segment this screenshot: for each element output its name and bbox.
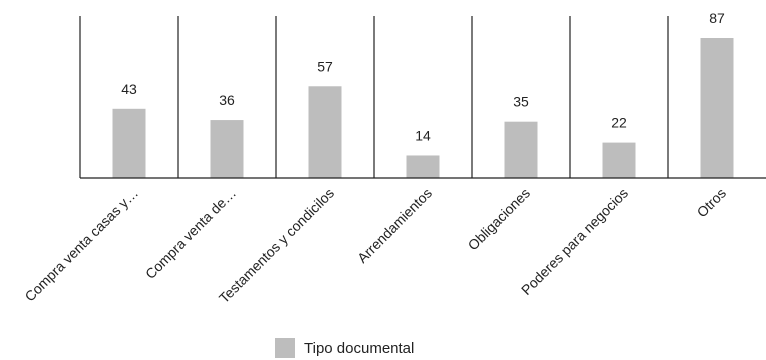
category-label: Obligaciones xyxy=(465,185,534,254)
value-label: 14 xyxy=(415,127,431,143)
value-label: 35 xyxy=(513,94,529,110)
value-label: 87 xyxy=(709,10,725,26)
legend-swatch xyxy=(275,338,295,358)
bar xyxy=(602,142,636,178)
category-separators xyxy=(79,16,669,178)
value-labels: 43 36 57 14 35 22 87 xyxy=(121,10,725,143)
category-label: Compra venta de… xyxy=(142,185,239,282)
value-label: 57 xyxy=(317,58,333,74)
legend-label: Tipo documental xyxy=(304,339,415,357)
value-label: 22 xyxy=(611,115,627,131)
category-labels: Compra venta casas y… Compra venta de…Tes… xyxy=(21,185,729,306)
category-label: Poderes para negocios xyxy=(518,185,631,298)
value-label: 43 xyxy=(121,81,137,97)
bar xyxy=(700,38,734,178)
bar xyxy=(112,108,146,178)
category-label: Compra venta casas y… xyxy=(21,185,141,305)
bar xyxy=(504,121,538,178)
category-label: Arrendamientos xyxy=(354,185,435,266)
bar xyxy=(308,86,342,178)
bar xyxy=(406,155,440,178)
value-label: 36 xyxy=(219,92,235,108)
legend: Tipo documental xyxy=(275,338,414,358)
bar xyxy=(210,120,244,178)
category-label: Testamentos y condicilos xyxy=(216,185,337,306)
category-label: Otros xyxy=(694,185,730,221)
bars xyxy=(112,38,734,178)
